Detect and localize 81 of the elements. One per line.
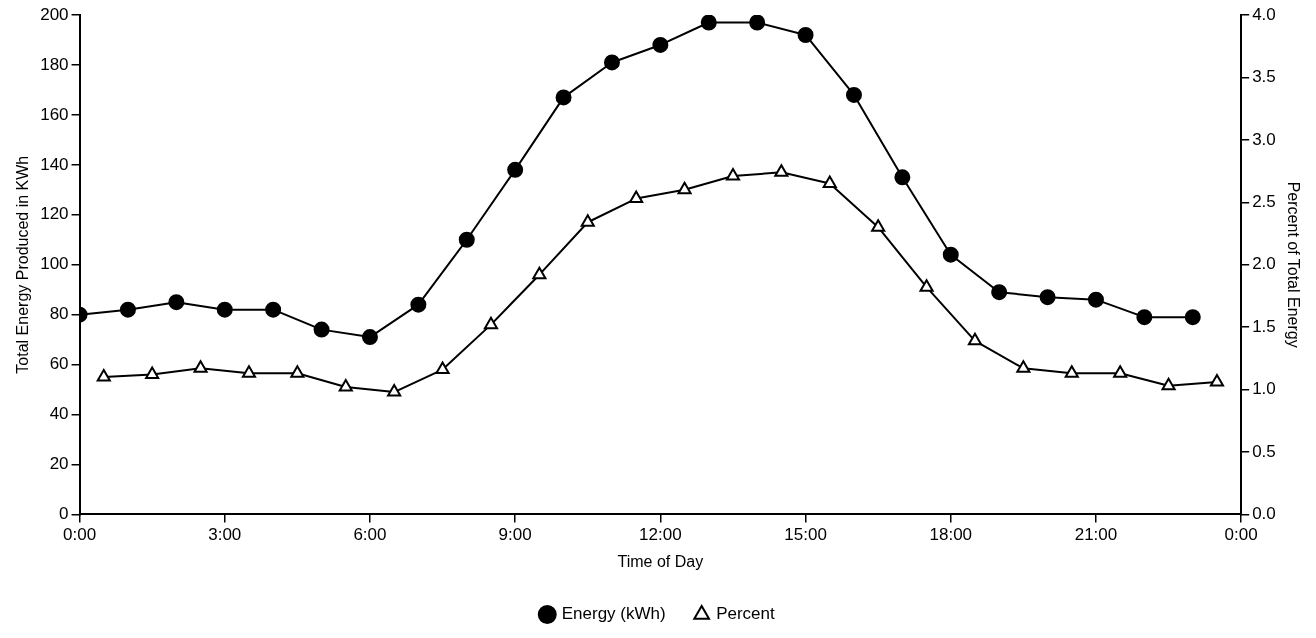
y-tick-label: 160: [40, 104, 69, 124]
y2-tick-label: 2.0: [1252, 254, 1276, 274]
point: [822, 175, 837, 189]
x-tick-label: 18:00: [929, 525, 973, 545]
point: [168, 294, 185, 311]
point: [1064, 365, 1079, 378]
y-tick-label: 140: [40, 154, 69, 174]
y2-tick-label: 1.0: [1252, 379, 1276, 399]
point: [652, 36, 669, 53]
point: [458, 231, 475, 248]
x-tick-label: 6:00: [353, 525, 387, 545]
point: [894, 169, 911, 186]
point: [532, 266, 547, 280]
point: [1113, 365, 1128, 378]
y2-axis-title: Percent of Total Energy: [1284, 181, 1302, 348]
y2-tick-label: 3.5: [1252, 67, 1276, 87]
point: [265, 301, 282, 318]
point: [677, 181, 692, 195]
y2-tick-label: 2.5: [1252, 191, 1276, 211]
point: [967, 332, 983, 346]
point: [1184, 309, 1201, 326]
point: [241, 365, 257, 378]
point: [871, 219, 886, 232]
point: [1039, 289, 1056, 306]
x-tick-label: 9:00: [498, 525, 532, 545]
point: [700, 15, 717, 31]
point: [603, 54, 620, 71]
y-tick-label: 20: [49, 454, 69, 474]
y2-tick-label: 0.5: [1252, 441, 1276, 461]
point: [96, 369, 111, 382]
point: [338, 379, 353, 392]
y-tick-label: 180: [40, 54, 69, 74]
x-axis-title: Time of Day: [617, 552, 704, 570]
y-tick-label: 200: [40, 4, 69, 24]
point: [119, 301, 136, 318]
legend-label: Percent: [716, 604, 776, 624]
y-tick-label: 60: [49, 354, 69, 374]
x-tick-label: 15:00: [784, 525, 827, 545]
point: [410, 296, 427, 313]
point: [193, 360, 208, 373]
point: [483, 316, 499, 330]
point: [1161, 377, 1176, 391]
point: [749, 15, 766, 31]
point: [629, 190, 644, 204]
point: [507, 161, 524, 178]
legend-label: Energy (kWh): [561, 604, 666, 624]
point: [774, 164, 789, 177]
point: [216, 301, 233, 318]
x-tick-label: 21:00: [1074, 525, 1118, 545]
y2-tick-label: 3.0: [1252, 129, 1276, 149]
point: [361, 329, 378, 346]
x-tick-label: 0:00: [63, 525, 97, 545]
y2-tick-label: 1.5: [1252, 316, 1276, 336]
y2-tick-label: 4.0: [1252, 4, 1276, 24]
y-axis-title: Total Energy Produced in KWh: [14, 155, 32, 374]
x-tick-label: 12:00: [639, 525, 682, 545]
point: [725, 168, 741, 181]
point: [145, 366, 160, 380]
y-tick-label: 120: [40, 204, 69, 224]
point: [290, 365, 305, 378]
y-tick-label: 40: [49, 404, 69, 424]
point: [313, 321, 330, 338]
point: [1209, 374, 1225, 387]
point: [991, 284, 1008, 301]
point: [942, 246, 959, 263]
y2-tick-label: 0.0: [1252, 504, 1276, 524]
point: [1136, 309, 1153, 326]
point: [435, 361, 450, 375]
y-tick-label: 80: [49, 304, 69, 324]
x-tick-label: 3:00: [208, 525, 242, 545]
point: [919, 279, 934, 292]
point: [1016, 360, 1031, 373]
x-tick-label: 0:00: [1224, 525, 1258, 545]
point: [387, 384, 402, 397]
y-tick-label: 0: [59, 504, 69, 524]
point: [555, 89, 572, 106]
point: [580, 214, 595, 227]
point: [845, 86, 862, 103]
point: [797, 26, 814, 43]
y-tick-label: 100: [40, 254, 69, 274]
point: [1087, 291, 1104, 308]
